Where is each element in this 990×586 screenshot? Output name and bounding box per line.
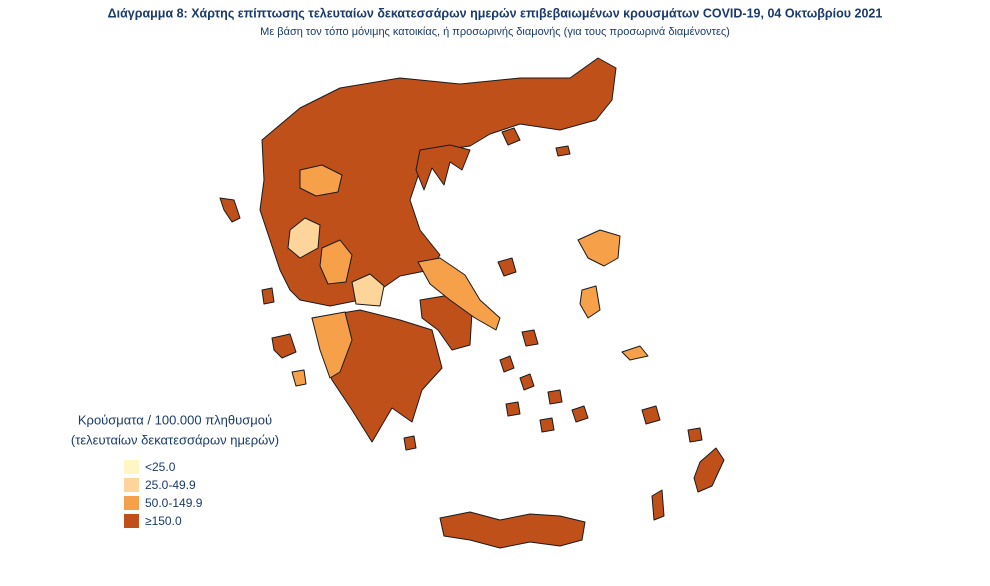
title: Διάγραμμα 8: Χάρτης επίπτωσης τελευταίων… xyxy=(108,6,883,20)
region xyxy=(497,257,517,277)
region xyxy=(641,405,661,425)
legend-label: 25.0-49.9 xyxy=(145,478,196,492)
region xyxy=(219,197,241,223)
region xyxy=(577,229,621,267)
region xyxy=(299,164,343,197)
region xyxy=(687,427,703,443)
region xyxy=(439,511,586,549)
legend-title: (τελευταίων δεκατεσσάρων ημερών) xyxy=(71,432,279,447)
region xyxy=(505,401,521,417)
legend-label: 50.0-149.9 xyxy=(145,496,203,510)
legend-swatch xyxy=(124,496,139,510)
region xyxy=(319,239,353,285)
subtitle: Με βάση τον τόπο μόνιμης κατοικίας, ή πρ… xyxy=(260,26,730,38)
region xyxy=(499,355,515,373)
region xyxy=(291,369,307,387)
legend: Κρούσματα / 100.000 πληθυσμού (τελευταίω… xyxy=(71,412,279,528)
region xyxy=(261,287,275,305)
region xyxy=(571,405,589,423)
region xyxy=(651,489,665,521)
region xyxy=(579,285,601,319)
map xyxy=(219,57,725,549)
region xyxy=(415,144,471,191)
legend-swatch xyxy=(124,460,139,474)
legend-label: <25.0 xyxy=(145,460,176,474)
region xyxy=(271,333,297,359)
region xyxy=(621,345,649,361)
region xyxy=(287,217,321,259)
region xyxy=(547,389,563,405)
region xyxy=(403,435,417,451)
region xyxy=(311,311,353,379)
legend-label: ≥150.0 xyxy=(145,514,182,528)
region xyxy=(417,257,501,331)
legend-items: <25.0 25.0-49.9 50.0-149.9 ≥150.0 xyxy=(124,460,203,528)
legend-swatch xyxy=(124,478,139,492)
legend-swatch xyxy=(124,514,139,528)
region xyxy=(555,145,571,157)
legend-title: Κρούσματα / 100.000 πληθυσμού xyxy=(78,412,272,427)
region xyxy=(519,373,535,391)
region xyxy=(693,447,725,493)
region xyxy=(501,127,521,146)
region xyxy=(351,273,385,307)
region xyxy=(539,417,555,433)
region xyxy=(521,329,539,347)
